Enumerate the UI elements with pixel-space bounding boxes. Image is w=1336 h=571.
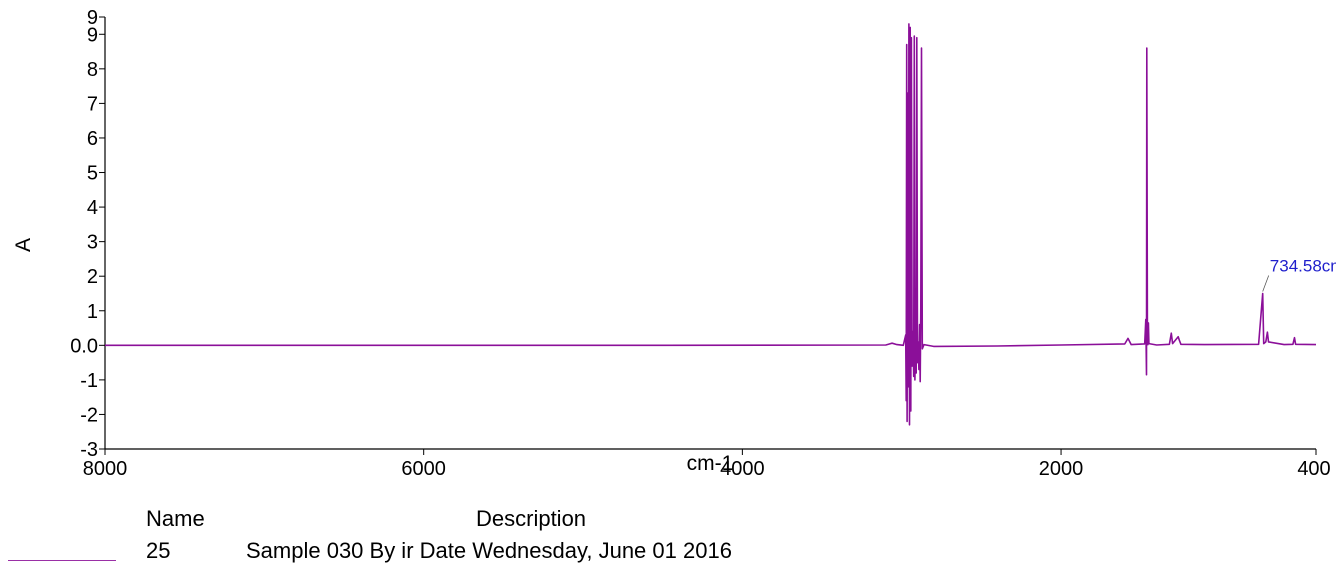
legend-series-description: Sample 030 By ir Date Wednesday, June 01…: [246, 538, 732, 563]
legend-description-header: Description: [476, 506, 587, 531]
y-tick-label: 6: [87, 128, 98, 150]
y-tick-label: -3: [80, 439, 98, 461]
y-tick-label: -1: [80, 370, 98, 392]
x-tick-label: 4000: [720, 458, 765, 480]
legend: Name Description 25 Sample 030 By ir Dat…: [0, 500, 1336, 571]
y-axis-title: A: [12, 238, 35, 252]
x-tick-label: 6000: [401, 458, 446, 480]
y-tick-label: 0.0: [70, 335, 98, 357]
chart-ticks: -3 -2 -1 0.0 1 2 3 4 5 6 7 8 99 8000 6000 4000 2000 400: [70, 7, 1331, 480]
annotation-leader: [1262, 275, 1270, 292]
x-tick-label: 400: [1297, 458, 1330, 480]
y-tick-label: 9: [87, 24, 98, 46]
y-tick-label: 4: [87, 197, 98, 219]
x-tick-label: 8000: [83, 458, 128, 480]
chart-axes: [104, 17, 1316, 450]
peak-annotation: 734.58cm-1: [1262, 256, 1336, 292]
x-axis-title: cm-1: [687, 452, 734, 475]
y-tick-label: 5: [87, 163, 98, 185]
annotation-label: 734.58cm-1: [1270, 256, 1336, 275]
spectrum-chart: -3 -2 -1 0.0 1 2 3 4 5 6 7 8 99 8000 6000 4000 2000 400 c…: [12, 7, 1336, 480]
series-line-25: [105, 23, 1317, 426]
plot-area: [105, 23, 1317, 426]
y-tick-label: 8: [87, 59, 98, 81]
y-tick-label: 1: [87, 301, 98, 323]
y-tick-label: 9: [87, 7, 98, 29]
y-tick-label: -2: [80, 404, 98, 426]
x-tick-label: 2000: [1039, 458, 1084, 480]
y-tick-label: 2: [87, 266, 98, 288]
legend-series-name: 25: [146, 538, 171, 563]
legend-series-swatch: [8, 560, 116, 561]
y-tick-label: 3: [87, 232, 98, 254]
legend-name-header: Name: [146, 506, 205, 531]
y-tick-label: 7: [87, 93, 98, 115]
